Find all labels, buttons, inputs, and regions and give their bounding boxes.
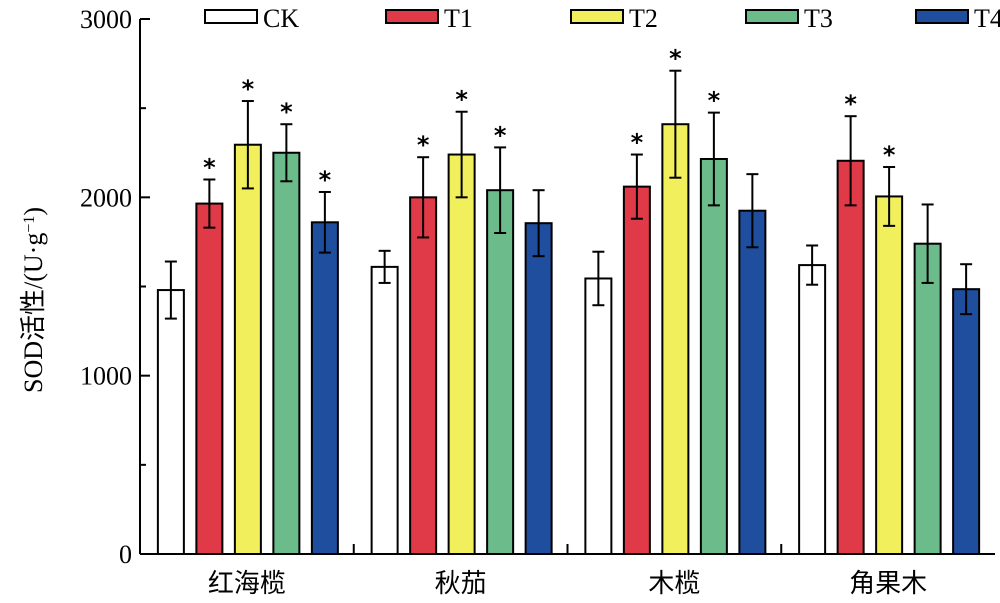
legend-swatch — [745, 9, 799, 24]
bar — [913, 242, 942, 555]
significance-marker: * — [203, 154, 216, 182]
significance-marker: * — [455, 86, 468, 114]
legend: CK T1 T2 T3 T4 — [204, 4, 1000, 33]
bar — [738, 209, 767, 555]
x-category-label: 角果木 — [849, 569, 927, 599]
significance-marker: * — [319, 166, 332, 194]
bar — [661, 123, 690, 555]
axes: 0 1000 2000 3000 红海榄 秋茄 木榄 角果木 — [80, 5, 995, 599]
legend-label: T3 — [804, 4, 833, 33]
y-axis-title: SOD活性/(U·g−1) — [19, 207, 48, 393]
bar — [310, 221, 339, 556]
y-tick-label: 3000 — [80, 5, 132, 34]
significance-marker: * — [883, 141, 896, 169]
legend-swatch — [570, 9, 624, 24]
bar — [233, 143, 262, 555]
significance-marker: * — [494, 121, 507, 149]
bars: * * * * * * * * * * * * — [156, 45, 981, 556]
y-tick-label: 1000 — [80, 362, 132, 391]
bar — [524, 222, 553, 555]
bar — [875, 195, 904, 555]
bar — [156, 289, 185, 555]
bar — [584, 277, 613, 555]
legend-swatch — [915, 9, 969, 24]
bar — [370, 265, 399, 555]
y-tick-label: 2000 — [80, 183, 132, 212]
y-axis-title-sup: −1 — [21, 216, 38, 233]
legend-label: T4 — [974, 4, 1000, 33]
legend-label: T1 — [444, 4, 473, 33]
bar — [622, 185, 651, 555]
significance-marker: * — [669, 45, 682, 73]
bar — [447, 153, 476, 556]
x-category-label: 红海榄 — [208, 569, 286, 599]
bar — [952, 288, 981, 555]
bar — [195, 202, 224, 555]
legend-label: CK — [263, 4, 299, 33]
significance-marker: * — [708, 87, 721, 115]
x-category-label: 木榄 — [648, 569, 700, 599]
significance-marker: * — [242, 75, 255, 103]
significance-marker: * — [417, 131, 430, 159]
legend-label: T2 — [629, 4, 658, 33]
bar — [486, 189, 515, 555]
significance-marker: * — [280, 98, 293, 126]
bar — [798, 264, 827, 555]
bar — [409, 196, 438, 555]
x-category-label: 秋茄 — [435, 569, 487, 599]
bar — [699, 157, 728, 555]
bar — [272, 151, 301, 555]
y-axis-title-main: SOD活性/(U·g — [19, 233, 48, 393]
legend-swatch — [204, 9, 258, 24]
legend-swatch — [385, 9, 439, 24]
significance-marker: * — [631, 129, 644, 157]
y-axis-title-close: ) — [19, 207, 48, 216]
significance-marker: * — [844, 90, 857, 118]
bar — [836, 159, 865, 555]
y-tick-label: 0 — [119, 540, 132, 569]
